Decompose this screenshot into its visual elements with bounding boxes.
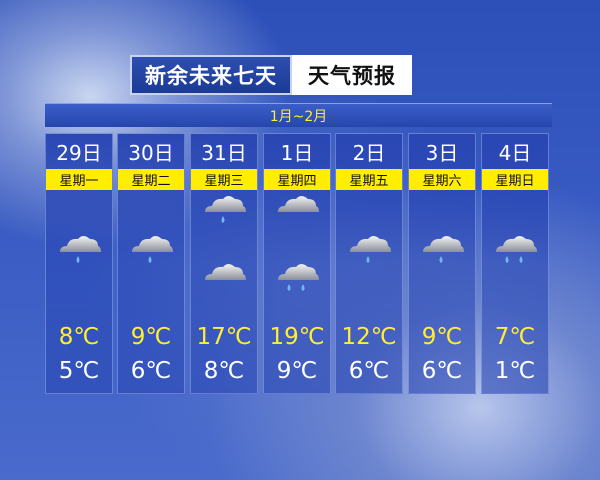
high-temp: 17℃ bbox=[196, 324, 252, 350]
light-rain-icon bbox=[201, 190, 247, 230]
day-date: 1日 bbox=[280, 141, 314, 165]
high-temp: 7℃ bbox=[494, 324, 536, 350]
day-weekday: 星期一 bbox=[46, 169, 112, 190]
day-date: 29日 bbox=[56, 141, 102, 165]
light-rain-icon bbox=[419, 230, 465, 270]
day-column: 4日 星期日 7℃ 1℃ bbox=[481, 133, 549, 394]
high-temp: 19℃ bbox=[269, 324, 325, 350]
day-weekday: 星期三 bbox=[191, 169, 257, 190]
low-temp: 9℃ bbox=[276, 358, 318, 384]
day-column: 3日 星期六 9℃ 6℃ bbox=[408, 133, 476, 394]
day-date: 2日 bbox=[352, 141, 386, 165]
low-temp: 6℃ bbox=[130, 358, 172, 384]
weather-icons bbox=[409, 190, 475, 320]
day-weekday: 星期四 bbox=[264, 169, 330, 190]
day-column: 1日 星期四 19℃ 9℃ bbox=[263, 133, 331, 394]
low-temp: 6℃ bbox=[421, 358, 463, 384]
day-weekday: 星期日 bbox=[482, 169, 548, 190]
moderate-rain-icon bbox=[274, 258, 320, 298]
cloudy-icon bbox=[201, 258, 247, 298]
month-range: 1月~2月 bbox=[45, 103, 552, 127]
weather-icons bbox=[118, 190, 184, 320]
day-weekday: 星期二 bbox=[118, 169, 184, 190]
weather-icons bbox=[46, 190, 112, 320]
day-column: 29日 星期一 8℃ 5℃ bbox=[45, 133, 113, 394]
day-column: 2日 星期五 12℃ 6℃ bbox=[335, 133, 403, 394]
moderate-rain-icon bbox=[492, 230, 538, 270]
weather-icons bbox=[264, 190, 330, 320]
high-temp: 9℃ bbox=[421, 324, 463, 350]
day-date: 4日 bbox=[498, 141, 532, 165]
light-rain-icon bbox=[128, 230, 174, 270]
weather-icons bbox=[191, 190, 257, 320]
high-temp: 9℃ bbox=[130, 324, 172, 350]
weather-icons bbox=[336, 190, 402, 320]
low-temp: 1℃ bbox=[494, 358, 536, 384]
forecast-subtitle: 天气预报 bbox=[292, 55, 412, 95]
low-temp: 8℃ bbox=[203, 358, 245, 384]
high-temp: 12℃ bbox=[341, 324, 397, 350]
light-rain-icon bbox=[346, 230, 392, 270]
day-date: 3日 bbox=[425, 141, 459, 165]
cloudy-icon bbox=[274, 190, 320, 230]
low-temp: 5℃ bbox=[58, 358, 100, 384]
low-temp: 6℃ bbox=[348, 358, 390, 384]
weather-icons bbox=[482, 190, 548, 320]
day-date: 31日 bbox=[201, 141, 247, 165]
light-rain-icon bbox=[56, 230, 102, 270]
day-date: 30日 bbox=[128, 141, 174, 165]
day-weekday: 星期六 bbox=[409, 169, 475, 190]
forecast-title: 新余未来七天 bbox=[130, 55, 292, 95]
day-weekday: 星期五 bbox=[336, 169, 402, 190]
day-column: 30日 星期二 9℃ 6℃ bbox=[117, 133, 185, 394]
high-temp: 8℃ bbox=[58, 324, 100, 350]
day-column: 31日 星期三 17℃ 8℃ bbox=[190, 133, 258, 394]
